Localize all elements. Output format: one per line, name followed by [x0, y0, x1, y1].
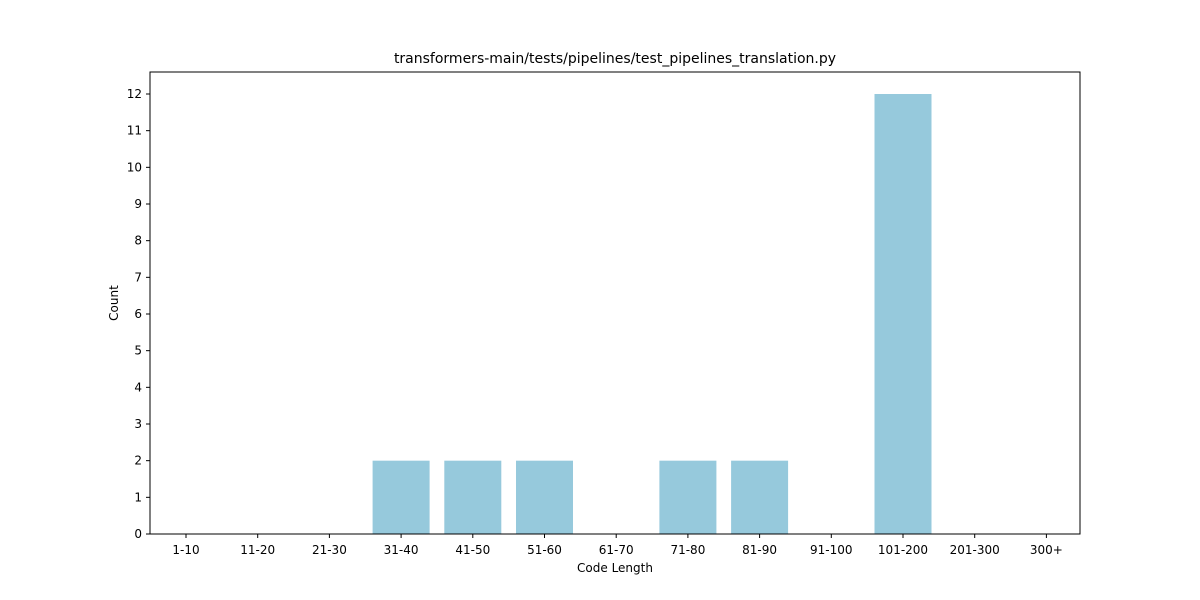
- x-tick-label: 21-30: [312, 543, 347, 557]
- y-tick-label: 7: [134, 270, 142, 284]
- y-axis-label: Count: [107, 285, 121, 321]
- x-axis: 1-10 11-20 21-30 31-40 41-50 51-60 61-70 71-80 8…: [172, 534, 1063, 557]
- plot-bars: [373, 94, 932, 534]
- y-tick-label: 9: [134, 197, 142, 211]
- bar-31-40: [373, 461, 430, 534]
- x-tick-label: 300+: [1030, 543, 1063, 557]
- y-tick-label: 8: [134, 234, 142, 248]
- x-tick-label: 201-300: [950, 543, 1000, 557]
- x-axis-label: Code Length: [577, 561, 653, 575]
- y-tick-label: 10: [127, 160, 142, 174]
- x-tick-label: 71-80: [670, 543, 705, 557]
- x-tick-label: 101-200: [878, 543, 928, 557]
- y-tick-label: 1: [134, 490, 142, 504]
- bar-51-60: [516, 461, 573, 534]
- x-tick-label: 11-20: [240, 543, 275, 557]
- y-tick-label: 0: [134, 527, 142, 541]
- bar-81-90: [731, 461, 788, 534]
- x-tick-label: 1-10: [172, 543, 199, 557]
- y-tick-label: 6: [134, 307, 142, 321]
- x-tick-label: 81-90: [742, 543, 777, 557]
- y-tick-label: 5: [134, 344, 142, 358]
- bar-41-50: [444, 461, 501, 534]
- x-tick-label: 31-40: [384, 543, 419, 557]
- x-tick-label: 91-100: [810, 543, 853, 557]
- y-tick-label: 3: [134, 417, 142, 431]
- bar-71-80: [659, 461, 716, 534]
- y-tick-label: 11: [127, 124, 142, 138]
- y-tick-label: 12: [127, 87, 142, 101]
- x-tick-label: 61-70: [599, 543, 634, 557]
- chart-title: transformers-main/tests/pipelines/test_p…: [394, 51, 836, 67]
- bar-101-200: [875, 94, 932, 534]
- y-tick-label: 4: [134, 380, 142, 394]
- y-tick-label: 2: [134, 454, 142, 468]
- x-tick-label: 41-50: [455, 543, 490, 557]
- x-tick-label: 51-60: [527, 543, 562, 557]
- plot-frame: [150, 72, 1080, 534]
